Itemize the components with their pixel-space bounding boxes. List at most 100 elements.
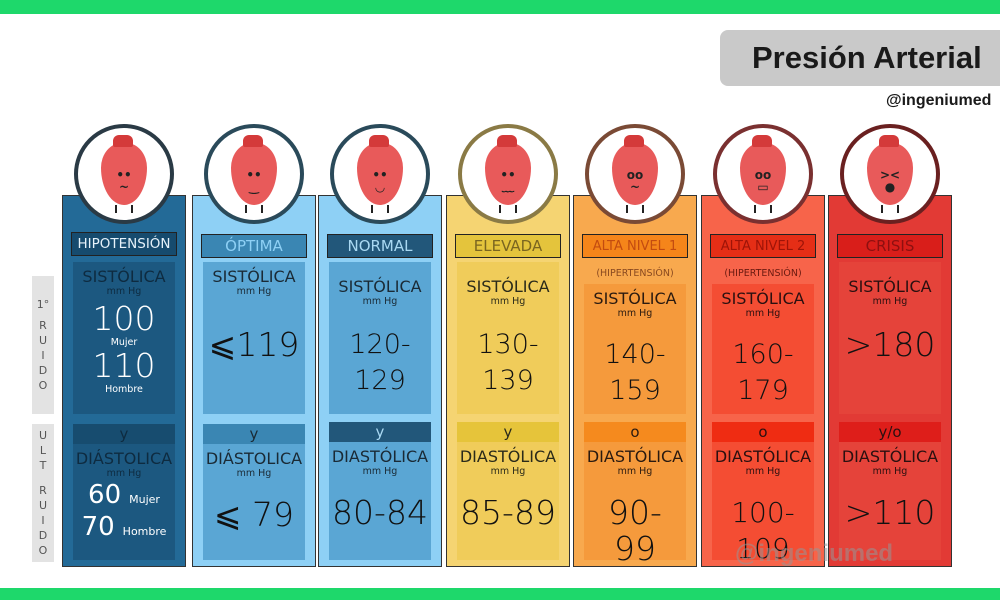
systolic-value: 120-129 bbox=[349, 329, 411, 396]
diastolic-label: DIÁSTOLICA bbox=[205, 449, 303, 468]
side-char: 1° bbox=[36, 298, 50, 311]
systolic-label: SISTÓLICA bbox=[848, 277, 932, 296]
systolic-label: SISTÓLICA bbox=[593, 289, 677, 308]
category-subtitle: (HIPERTENSIÓN) bbox=[724, 268, 802, 279]
heart-avatar: •• ‿ bbox=[204, 124, 304, 224]
category-crisis: >< ● CRISIS SISTÓLICA mm Hg >180 y/o DIAS… bbox=[828, 124, 952, 567]
category-label: HIPOTENSIÓN bbox=[71, 232, 177, 256]
systolic-value: 160-179 bbox=[732, 339, 794, 406]
connector: y bbox=[457, 422, 559, 442]
diastolic-value: 80-84 bbox=[332, 493, 428, 532]
diastolic-value-women: 60 bbox=[88, 480, 122, 510]
systolic-value: 130-139 bbox=[477, 329, 539, 396]
unit-label: mm Hg bbox=[362, 296, 398, 307]
heart-grimace-icon: oo ▭ bbox=[740, 135, 786, 213]
side-char: O bbox=[38, 544, 48, 557]
category-label: ALTA NIVEL 1 bbox=[582, 234, 688, 258]
systolic-block: SISTÓLICA mm Hg 120-129 bbox=[329, 262, 431, 414]
heart-crying-icon: >< ● bbox=[867, 135, 913, 213]
systolic-label: SISTÓLICA bbox=[338, 277, 422, 296]
heart-avatar: oo ~ bbox=[585, 124, 685, 224]
side-char: I bbox=[41, 349, 45, 362]
category-optima: •• ‿ ÓPTIMA SISTÓLICA mm Hg ⩽119 y DIÁSTO… bbox=[192, 124, 316, 567]
systolic-label: SISTÓLICA bbox=[82, 267, 166, 286]
note-men: Hombre bbox=[122, 525, 167, 538]
unit-label: mm Hg bbox=[362, 466, 398, 477]
category-label: ALTA NIVEL 2 bbox=[710, 234, 816, 258]
unit-label: mm Hg bbox=[490, 296, 526, 307]
systolic-value-women: 100 bbox=[92, 299, 156, 338]
unit-label: mm Hg bbox=[490, 466, 526, 477]
diastolic-block: DIASTÓLICA mm Hg 85-89 bbox=[457, 442, 559, 560]
side-char: U bbox=[38, 334, 48, 347]
connector: y bbox=[329, 422, 431, 442]
side-char: R bbox=[39, 319, 47, 332]
connector: o bbox=[584, 422, 686, 442]
diastolic-label: DIASTÓLICA bbox=[714, 447, 812, 466]
systolic-block: SISTÓLICA mm Hg >180 bbox=[839, 262, 941, 414]
side-label-first-sound: 1° R U I D O bbox=[32, 276, 54, 414]
diastolic-value: ⩽ 79 bbox=[213, 495, 295, 534]
note-women: Mujer bbox=[129, 493, 160, 506]
bottom-frame-bar bbox=[0, 588, 1000, 600]
heart-nervous-icon: oo ~ bbox=[612, 135, 658, 213]
unit-label: mm Hg bbox=[236, 286, 272, 297]
systolic-value-men: 110 bbox=[92, 346, 156, 385]
category-elevada: •• ﹏ ELEVADA SISTÓLICA mm Hg 130-139 y DI… bbox=[446, 124, 570, 567]
systolic-value: ⩽119 bbox=[208, 325, 300, 364]
heart-smile-icon: •• ‿ bbox=[231, 135, 277, 213]
side-label-last-sound: U L T R U I D O bbox=[32, 424, 54, 562]
heart-avatar: >< ● bbox=[840, 124, 940, 224]
unit-label: mm Hg bbox=[872, 296, 908, 307]
unit-label: mm Hg bbox=[106, 286, 142, 297]
side-char: I bbox=[41, 514, 45, 527]
side-char: T bbox=[39, 459, 47, 472]
connector: o bbox=[712, 422, 814, 442]
category-alta-nivel-1: oo ~ ALTA NIVEL 1 (HIPERTENSIÓN) SISTÓLIC… bbox=[573, 124, 697, 568]
diastolic-value: 85-89 bbox=[460, 493, 556, 532]
systolic-block: SISTÓLICA mm Hg 130-139 bbox=[457, 262, 559, 414]
category-subtitle: (HIPERTENSIÓN) bbox=[596, 268, 674, 279]
connector: y bbox=[203, 424, 305, 444]
systolic-block: SISTÓLICA mm Hg 140-159 bbox=[584, 284, 686, 414]
diastolic-label: DIASTÓLICA bbox=[586, 447, 684, 466]
diastolic-block: DIASTÓLICA mm Hg >110 bbox=[839, 442, 941, 560]
systolic-label: SISTÓLICA bbox=[466, 277, 550, 296]
systolic-block: SISTÓLICA mm Hg 100 Mujer 110 Hombre bbox=[73, 262, 175, 414]
heart-avatar: •• ~ bbox=[74, 124, 174, 224]
diastolic-value: 90- 99 bbox=[608, 493, 662, 568]
unit-label: mm Hg bbox=[617, 308, 653, 319]
category-alta-nivel-2: oo ▭ ALTA NIVEL 2 (HIPERTENSIÓN) SISTÓLIC… bbox=[701, 124, 825, 567]
diastolic-value: 100-109 bbox=[731, 496, 795, 565]
note-men: Hombre bbox=[105, 384, 143, 395]
diastolic-value: >110 bbox=[844, 493, 936, 532]
systolic-label: SISTÓLICA bbox=[212, 267, 296, 286]
connector: y bbox=[73, 424, 175, 444]
diastolic-label: DIASTÓLICA bbox=[841, 447, 939, 466]
unit-label: mm Hg bbox=[745, 308, 781, 319]
systolic-block: SISTÓLICA mm Hg ⩽119 bbox=[203, 262, 305, 414]
heart-confused-icon: •• ﹏ bbox=[485, 135, 531, 213]
page-title: Presión Arterial bbox=[752, 40, 982, 75]
diastolic-label: DIÁSTOLICA bbox=[75, 449, 173, 468]
side-char: D bbox=[38, 364, 48, 377]
note-women: Mujer bbox=[110, 337, 138, 348]
side-char: U bbox=[38, 499, 48, 512]
diastolic-block: DIASTÓLICA mm Hg 80-84 bbox=[329, 442, 431, 560]
connector: y/o bbox=[839, 422, 941, 442]
top-frame-bar bbox=[0, 0, 1000, 14]
heart-sad-icon: •• ~ bbox=[101, 135, 147, 213]
side-char: U bbox=[38, 429, 48, 442]
diastolic-row-men: 70 Hombre bbox=[73, 511, 175, 543]
diastolic-label: DIASTÓLICA bbox=[459, 447, 557, 466]
heart-happy-icon: •• ◡ bbox=[357, 135, 403, 213]
unit-label: mm Hg bbox=[872, 466, 908, 477]
heart-avatar: oo ▭ bbox=[713, 124, 813, 224]
unit-label: mm Hg bbox=[617, 466, 653, 477]
category-label: NORMAL bbox=[327, 234, 433, 258]
diastolic-block: DIASTÓLICA mm Hg 100-109 bbox=[712, 442, 814, 565]
category-normal: •• ◡ NORMAL SISTÓLICA mm Hg 120-129 y DIA… bbox=[318, 124, 442, 567]
side-char: D bbox=[38, 529, 48, 542]
watermark: @ingeniumed bbox=[735, 540, 894, 567]
unit-label: mm Hg bbox=[106, 468, 142, 479]
